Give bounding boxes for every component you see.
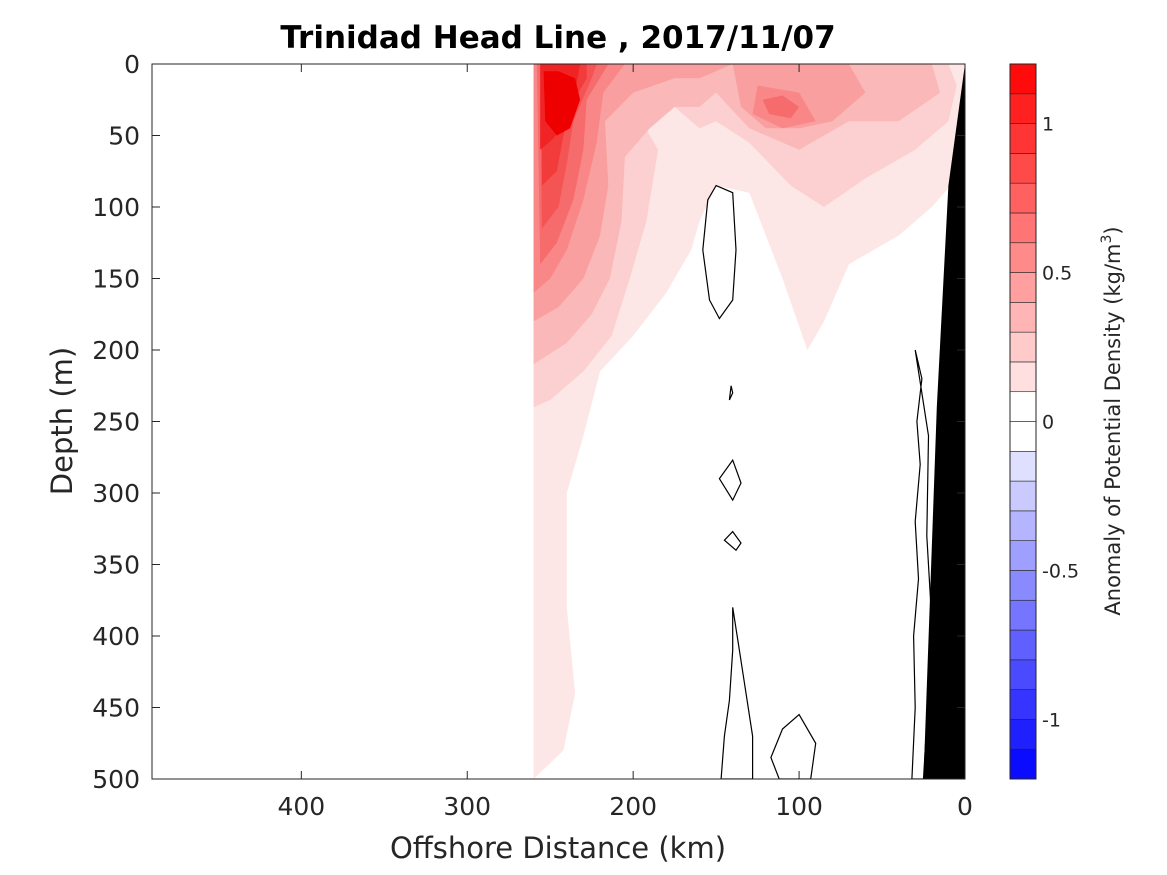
colorbar-label-superscript: 3 xyxy=(1099,235,1115,244)
y-tick-label: 500 xyxy=(92,765,140,794)
colorbar-swatch xyxy=(1009,629,1037,661)
colorbar-tick-label: -1 xyxy=(1042,709,1061,731)
y-tick-label: 400 xyxy=(92,622,140,651)
colorbar-label: Anomaly of Potential Density (kg/m3) xyxy=(1099,226,1125,615)
colorbar-swatch xyxy=(1009,719,1037,750)
anomaly-fill-layer xyxy=(533,64,965,779)
zero-contour-3 xyxy=(723,530,742,552)
colorbar-label-close: ) xyxy=(1101,226,1125,234)
colorbar-tick-label: 0 xyxy=(1042,412,1054,434)
y-axis: 0 50 100 150 200 250 300 350 400 450 500 xyxy=(92,50,965,794)
colorbar-ticks: 1 0.5 0 -0.5 -1 xyxy=(1042,114,1079,732)
plot-area: 400 300 200 100 0 0 50 100 150 200 250 300 350 400 45… xyxy=(92,50,973,821)
colorbar-swatch xyxy=(1009,93,1037,124)
colorbar-swatch xyxy=(1009,599,1037,631)
x-axis: 400 300 200 100 0 xyxy=(277,64,973,821)
colorbar-tick-label: 1 xyxy=(1042,114,1054,136)
x-tick-label: 0 xyxy=(957,792,973,821)
colorbar-tick-label: 0.5 xyxy=(1042,263,1072,285)
colorbar-label-text: Anomaly of Potential Density (kg/m xyxy=(1101,244,1125,616)
x-tick-label: 300 xyxy=(443,792,491,821)
y-tick-label: 150 xyxy=(92,265,140,294)
y-tick-label: 50 xyxy=(108,122,140,151)
colorbar-swatch xyxy=(1009,748,1037,780)
x-tick-label: 100 xyxy=(775,792,823,821)
colorbar-swatch xyxy=(1009,510,1037,541)
zero-contour-6 xyxy=(911,349,933,779)
zero-contour-1 xyxy=(728,385,734,401)
y-tick-label: 0 xyxy=(124,50,140,79)
bathymetry-layer xyxy=(923,64,965,779)
colorbar-swatch xyxy=(1009,659,1037,690)
anomaly-contour-1 xyxy=(543,71,581,136)
colorbar-swatch xyxy=(1009,361,1037,393)
chart-title: Trinidad Head Line , 2017/11/07 xyxy=(280,20,835,56)
colorbar-swatch xyxy=(1009,331,1037,363)
colorbar-swatch xyxy=(1009,123,1037,154)
zero-contour-4 xyxy=(720,607,754,779)
anomaly-contour-0.3 xyxy=(533,64,941,365)
colorbar-swatch xyxy=(1009,242,1037,273)
zero-contour-5 xyxy=(770,713,817,779)
x-axis-label: Offshore Distance (km) xyxy=(390,831,726,865)
colorbar-swatch xyxy=(1009,540,1037,571)
zero-contour-0 xyxy=(702,184,737,320)
y-tick-label: 250 xyxy=(92,408,140,437)
anomaly-secondary-0.6 xyxy=(762,95,800,119)
seafloor-bathymetry xyxy=(923,64,965,779)
x-tick-label: 400 xyxy=(277,792,325,821)
x-tick-label: 200 xyxy=(609,792,657,821)
colorbar-swatch xyxy=(1009,63,1037,95)
colorbar xyxy=(1009,63,1037,780)
y-tick-label: 450 xyxy=(92,694,140,723)
colorbar-swatch xyxy=(1009,182,1037,214)
y-tick-label: 350 xyxy=(92,551,140,580)
colorbar-swatch xyxy=(1009,421,1037,452)
colorbar-swatch xyxy=(1009,450,1037,482)
colorbar-swatch xyxy=(1009,480,1037,512)
y-tick-label: 100 xyxy=(92,193,140,222)
colorbar-swatch xyxy=(1009,153,1037,184)
colorbar-swatch xyxy=(1009,272,1037,303)
y-axis-label: Depth (m) xyxy=(45,347,79,495)
anomaly-contour-0.2 xyxy=(533,64,957,408)
colorbar-swatch xyxy=(1009,570,1037,601)
y-tick-label: 200 xyxy=(92,336,140,365)
colorbar-frame xyxy=(1009,63,1037,780)
y-tick-label: 300 xyxy=(92,479,140,508)
colorbar-swatch xyxy=(1009,391,1037,422)
colorbar-swatch xyxy=(1009,302,1037,333)
colorbar-swatch xyxy=(1009,212,1037,244)
colorbar-tick-label: -0.5 xyxy=(1042,560,1079,582)
zero-contour-layer xyxy=(702,184,933,779)
colorbar-swatch xyxy=(1009,689,1037,720)
anomaly-contour-0.1 xyxy=(533,64,965,779)
zero-contour-2 xyxy=(718,458,742,502)
